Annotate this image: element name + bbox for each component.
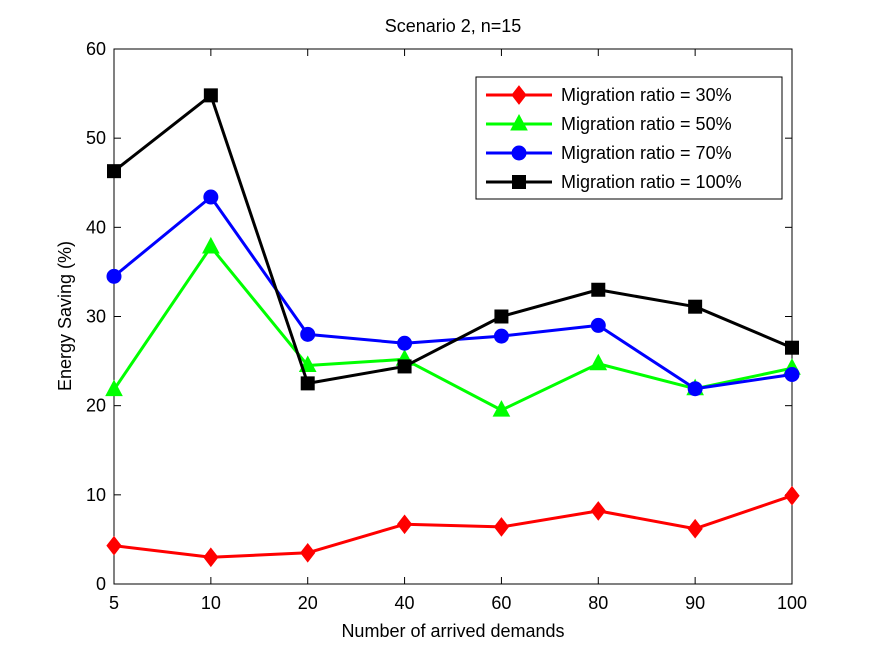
data-point <box>106 535 122 556</box>
data-point <box>493 517 510 537</box>
y-axis-label: Energy Saving (%) <box>55 241 75 391</box>
legend-marker <box>511 85 527 105</box>
y-tick-label: 60 <box>86 39 106 59</box>
data-point <box>590 317 606 333</box>
data-point <box>107 164 121 179</box>
y-tick-label: 40 <box>86 217 106 237</box>
data-point <box>105 379 123 397</box>
legend-label: Migration ratio = 50% <box>561 114 732 134</box>
x-tick-label: 5 <box>109 593 119 613</box>
series-0 <box>106 485 800 568</box>
legend-entry: Migration ratio = 100% <box>486 172 742 192</box>
legend: Migration ratio = 30% Migration ratio = 5… <box>475 76 783 200</box>
legend-marker <box>510 113 528 131</box>
series-line <box>113 494 793 559</box>
x-tick-label: 60 <box>491 593 511 613</box>
series-line <box>112 245 793 412</box>
data-point <box>494 309 509 324</box>
data-point <box>202 236 220 254</box>
data-point <box>785 340 799 355</box>
series-layer <box>105 88 801 568</box>
data-point <box>396 514 413 535</box>
data-point <box>492 400 511 417</box>
x-tick-label: 90 <box>685 593 705 613</box>
x-axis-label: Number of arrived demands <box>341 621 564 641</box>
data-point <box>591 282 606 297</box>
data-point <box>687 518 703 539</box>
series-line <box>113 195 793 391</box>
data-point <box>106 268 122 284</box>
legend-label: Migration ratio = 100% <box>561 172 742 192</box>
x-axis-ticks: 5 10 20 40 60 80 90 100 <box>109 49 807 613</box>
y-tick-label: 50 <box>86 128 106 148</box>
legend-label: Migration ratio = 70% <box>561 143 732 163</box>
data-point <box>300 542 316 563</box>
legend-box <box>475 76 783 200</box>
legend-marker <box>512 175 526 189</box>
data-point <box>784 366 800 382</box>
data-point <box>688 299 703 314</box>
legend-entry: Migration ratio = 30% <box>486 85 732 105</box>
data-point <box>784 485 800 506</box>
x-tick-label: 20 <box>298 593 318 613</box>
chart-title: Scenario 2, n=15 <box>385 16 522 36</box>
x-tick-label: 100 <box>777 593 807 613</box>
legend-entry: Migration ratio = 50% <box>486 113 732 134</box>
y-tick-label: 20 <box>86 396 106 416</box>
series-2 <box>106 189 800 397</box>
legend-entry: Migration ratio = 70% <box>486 143 732 163</box>
y-axis-ticks: 0 10 20 30 40 50 60 <box>86 39 792 594</box>
legend-label: Migration ratio = 30% <box>561 85 732 105</box>
data-point <box>203 88 218 103</box>
data-point <box>687 381 703 397</box>
data-point <box>203 547 219 568</box>
y-tick-label: 0 <box>96 574 106 594</box>
x-tick-label: 10 <box>201 593 221 613</box>
data-point <box>300 326 316 342</box>
data-point <box>493 328 509 344</box>
data-point <box>397 359 412 374</box>
data-point <box>203 189 219 205</box>
data-point <box>590 501 606 521</box>
y-tick-label: 30 <box>86 307 106 327</box>
x-tick-label: 80 <box>588 593 608 613</box>
data-point <box>589 353 608 371</box>
series-line <box>113 93 793 385</box>
series-3 <box>107 88 799 391</box>
x-tick-label: 40 <box>395 593 415 613</box>
data-point <box>300 376 315 391</box>
y-tick-label: 10 <box>86 485 106 505</box>
data-point <box>397 335 413 351</box>
legend-marker <box>511 145 527 161</box>
